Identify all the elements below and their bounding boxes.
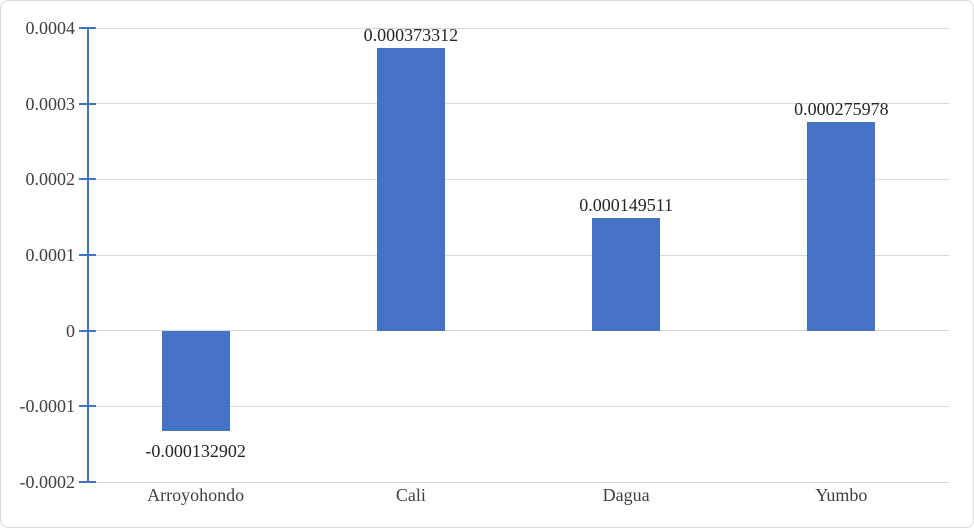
data-label-dagua: 0.000149511 xyxy=(579,194,674,215)
y-gridline xyxy=(88,330,949,332)
data-label-cali: 0.000373312 xyxy=(363,25,459,46)
y-axis-tick-label: -0.0002 xyxy=(19,472,76,492)
y-axis-tick-label: 0.0004 xyxy=(25,18,76,38)
y-axis-tick xyxy=(79,481,96,483)
y-axis-tick-label: 0 xyxy=(66,320,75,341)
y-axis-tick-label: 0.0003 xyxy=(25,93,76,114)
y-gridline xyxy=(88,27,949,29)
y-axis-tick-label: -0.0001 xyxy=(19,396,76,417)
bar-arroyohondo xyxy=(161,330,230,432)
y-gridline xyxy=(88,481,949,483)
category-label-yumbo: Yumbo xyxy=(815,485,868,505)
y-gridline xyxy=(88,103,949,105)
y-gridline xyxy=(88,178,949,180)
y-axis-tick-label: 0.0001 xyxy=(25,245,76,265)
y-gridline xyxy=(88,405,949,407)
data-label-yumbo: 0.000275978 xyxy=(794,98,889,119)
y-axis-tick-label: 0.0002 xyxy=(25,169,76,190)
bar-dagua xyxy=(592,217,661,331)
category-label-dagua: Dagua xyxy=(602,485,650,505)
data-label-arroyohondo: -0.000132902 xyxy=(145,441,246,462)
bar-yumbo xyxy=(807,121,876,331)
category-label-cali: Cali xyxy=(395,485,426,505)
bar-cali xyxy=(376,48,445,331)
y-axis-line xyxy=(87,28,89,482)
category-label-arroyohondo: Arroyohondo xyxy=(147,485,245,505)
y-gridline xyxy=(88,254,949,256)
